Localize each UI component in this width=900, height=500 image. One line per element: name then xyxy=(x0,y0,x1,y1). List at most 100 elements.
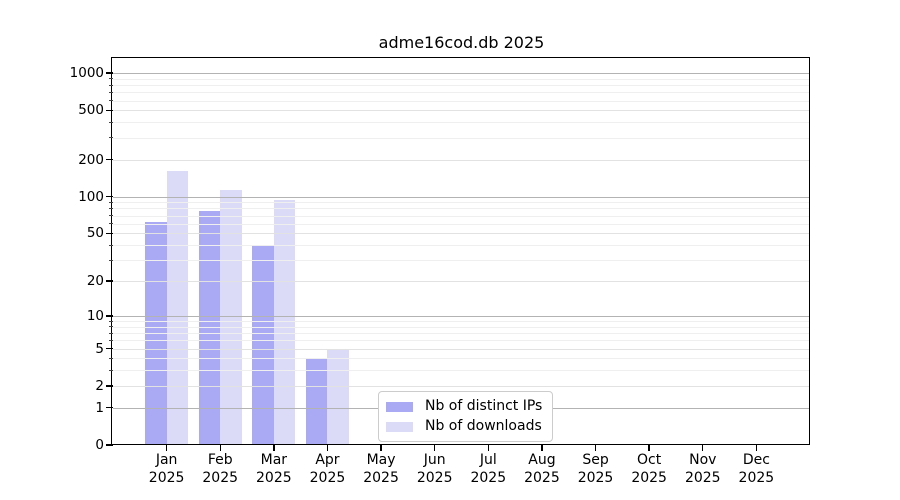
y-minor-tick xyxy=(109,207,113,209)
plot-area xyxy=(113,59,810,445)
x-tick-label: Nov 2025 xyxy=(684,452,721,486)
bar-distinct-ips xyxy=(198,211,221,445)
x-tick-label: Sep 2025 xyxy=(577,452,614,486)
x-tick-label: Oct 2025 xyxy=(631,452,667,486)
y-minor-tick xyxy=(109,137,113,139)
y-tick-label: 1000 xyxy=(69,65,104,82)
legend-item-distinct-ips: Nb of distinct IPs xyxy=(386,398,542,415)
legend-label-distinct-ips: Nb of distinct IPs xyxy=(425,398,543,414)
y-minor-tick xyxy=(109,91,113,93)
y-tick xyxy=(106,280,113,282)
y-tick-label: 100 xyxy=(78,188,104,205)
x-tick xyxy=(273,445,275,451)
gridline-minor xyxy=(113,100,810,102)
y-tick xyxy=(106,195,113,198)
gridline-minor xyxy=(113,326,810,328)
x-tick-label: Jun 2025 xyxy=(416,452,453,486)
gridline-minor xyxy=(113,245,810,247)
gridline-minor xyxy=(113,122,810,124)
x-tick-label: Apr 2025 xyxy=(309,452,346,486)
y-tick xyxy=(106,347,113,350)
y-minor-tick xyxy=(109,357,113,359)
gridline-minor xyxy=(113,137,810,139)
bar-downloads xyxy=(166,170,189,445)
gridline-minor xyxy=(113,333,810,335)
gridline-minor xyxy=(113,208,810,210)
y-minor-tick xyxy=(109,332,113,334)
x-tick xyxy=(165,445,168,451)
x-tick xyxy=(487,445,489,451)
y-minor-tick xyxy=(109,201,113,203)
x-tick xyxy=(380,445,382,451)
gridline-mid xyxy=(113,159,810,161)
x-tick-label: Feb 2025 xyxy=(202,452,239,486)
x-tick xyxy=(219,445,221,451)
y-minor-tick xyxy=(109,84,113,86)
gridline-minor xyxy=(113,223,810,225)
bar-downloads xyxy=(273,199,296,445)
gridline-minor xyxy=(113,202,810,204)
bar-downloads xyxy=(220,190,242,445)
x-tick xyxy=(433,445,436,451)
y-tick xyxy=(106,158,113,161)
y-tick xyxy=(106,315,113,317)
y-tick-label: 2 xyxy=(95,377,104,394)
gridline-major xyxy=(113,73,810,75)
x-tick-label: Jan 2025 xyxy=(148,452,185,486)
bar-distinct-ips xyxy=(252,246,274,445)
x-tick-label: May 2025 xyxy=(363,452,399,486)
x-tick xyxy=(648,445,650,451)
y-tick xyxy=(106,406,113,409)
y-tick-label: 20 xyxy=(86,273,104,290)
x-tick-label: Jul 2025 xyxy=(470,452,507,486)
y-minor-tick xyxy=(109,223,113,225)
y-tick-label: 0 xyxy=(95,437,104,453)
gridline-major xyxy=(113,315,810,317)
y-minor-tick xyxy=(109,100,113,102)
y-tick-label: 500 xyxy=(78,102,104,119)
y-minor-tick xyxy=(109,259,113,261)
gridline-minor xyxy=(113,92,810,94)
gridline-minor xyxy=(113,85,810,87)
gridline-minor xyxy=(113,260,810,262)
y-minor-tick xyxy=(109,369,113,371)
bar-downloads xyxy=(327,348,349,445)
x-tick xyxy=(755,445,758,451)
y-tick-label: 200 xyxy=(78,151,104,168)
x-tick xyxy=(594,445,597,451)
y-tick xyxy=(106,232,113,235)
y-tick xyxy=(106,109,113,112)
x-tick xyxy=(702,445,704,451)
y-minor-tick xyxy=(109,78,113,80)
bar-distinct-ips xyxy=(306,358,328,445)
y-tick-label: 1 xyxy=(95,399,104,416)
legend-item-downloads: Nb of downloads xyxy=(386,418,542,435)
y-minor-tick xyxy=(109,244,113,246)
gridline-minor xyxy=(113,340,810,342)
legend-label-downloads: Nb of downloads xyxy=(425,418,542,434)
gridline-mid xyxy=(113,110,810,112)
y-minor-tick xyxy=(109,121,113,123)
gridline-minor xyxy=(113,78,810,80)
x-tick-label: Aug 2025 xyxy=(524,452,560,486)
x-tick-label: Dec 2025 xyxy=(738,452,775,486)
gridline-mid xyxy=(113,348,810,350)
y-minor-tick xyxy=(109,215,113,217)
y-tick-label: 10 xyxy=(86,307,104,324)
y-tick-label: 50 xyxy=(86,225,104,242)
y-tick xyxy=(106,444,113,446)
x-tick-label: Mar 2025 xyxy=(256,452,292,486)
y-minor-tick xyxy=(109,326,113,328)
legend-swatch-downloads xyxy=(386,421,413,432)
y-minor-tick xyxy=(109,320,113,322)
y-tick xyxy=(106,385,113,387)
gridline-mid xyxy=(113,233,810,235)
gridline-mid xyxy=(113,281,810,283)
gridline-minor xyxy=(113,215,810,217)
gridline-minor xyxy=(113,321,810,323)
y-minor-tick xyxy=(109,339,113,341)
chart-title: adme16cod.db 2025 xyxy=(378,33,545,52)
y-tick xyxy=(106,72,113,74)
gridline-minor xyxy=(113,358,810,360)
